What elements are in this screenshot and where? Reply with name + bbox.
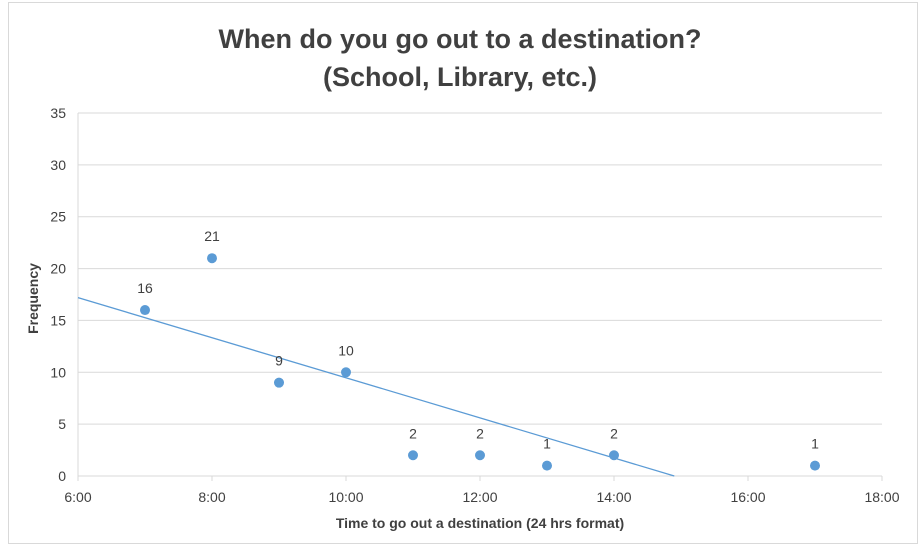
- y-tick-label: 30: [50, 157, 66, 173]
- data-label: 2: [409, 425, 417, 441]
- x-tick-label: 16:00: [730, 489, 765, 505]
- data-point: [810, 460, 820, 471]
- y-tick-label: 0: [58, 468, 66, 484]
- trendline-layer: [77, 296, 675, 477]
- y-axis-title: Frequency: [25, 263, 41, 334]
- x-tick-label: 18:00: [864, 489, 899, 505]
- y-tick-label: 5: [58, 416, 66, 432]
- points-layer: [140, 253, 820, 471]
- x-tick-label: 8:00: [198, 489, 225, 505]
- data-point: [408, 450, 418, 461]
- x-tick-label: 14:00: [596, 489, 631, 505]
- y-tick-label: 35: [50, 105, 66, 121]
- trendline: [77, 296, 675, 477]
- data-label: 16: [137, 280, 153, 296]
- y-tick-label: 10: [50, 364, 66, 380]
- data-point: [475, 450, 485, 461]
- y-tick-label: 20: [50, 261, 66, 277]
- grid-layer: [78, 112, 882, 425]
- y-tick-label: 25: [50, 209, 66, 225]
- data-label: 1: [811, 436, 819, 452]
- x-tick-label: 10:00: [328, 489, 363, 505]
- chart-title-line-1: When do you go out to a destination?: [218, 24, 702, 54]
- data-point: [140, 305, 150, 316]
- chart-frame: [8, 2, 918, 544]
- y-tick-label: 15: [50, 312, 66, 328]
- data-point: [542, 460, 552, 471]
- data-point: [609, 450, 619, 461]
- x-axis-title: Time to go out a destination (24 hrs for…: [336, 515, 624, 531]
- x-tick-label: 12:00: [462, 489, 497, 505]
- data-label: 2: [610, 425, 618, 441]
- data-point: [341, 367, 351, 378]
- data-label: 9: [275, 353, 283, 369]
- data-point: [274, 377, 284, 388]
- chart-title-line-2: (School, Library, etc.): [322, 62, 598, 92]
- data-label: 2: [476, 425, 484, 441]
- x-tick-label: 6:00: [64, 489, 91, 505]
- data-label: 1: [543, 436, 551, 452]
- data-point: [207, 253, 217, 264]
- axis-layer: 0 5 10 15 20 25 30 35 6:00 8:00 10:00 12:00 14:00 16:…: [50, 105, 899, 505]
- data-label: 21: [204, 228, 220, 244]
- data-label: 10: [338, 342, 354, 358]
